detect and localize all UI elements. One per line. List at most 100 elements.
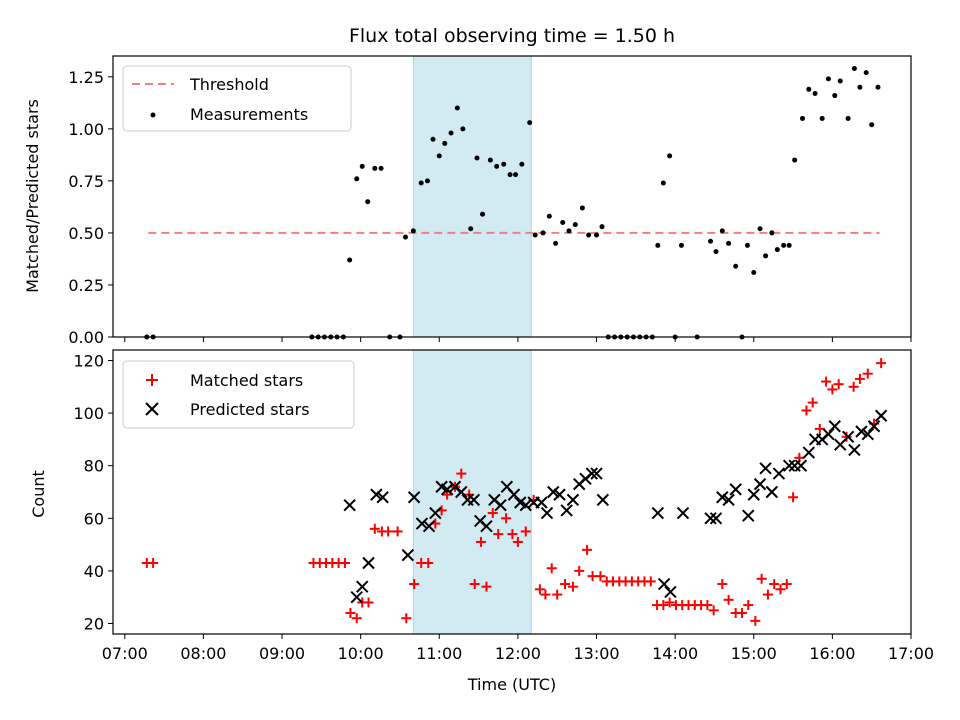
measurement-point: [875, 84, 881, 90]
predicted-star-point: [848, 443, 861, 457]
predicted-star-point: [407, 491, 421, 504]
observing-window-band: [412, 349, 532, 635]
measurement-point: [436, 153, 442, 159]
x-tick-label: 10:00: [338, 644, 384, 663]
ratio-marks: [144, 65, 881, 340]
measurement-point: [678, 242, 684, 248]
x-tick-label: 12:00: [495, 644, 541, 663]
matched-star-point: [807, 397, 818, 408]
measurement-point: [726, 240, 732, 246]
measurement-point: [527, 120, 533, 126]
matched-star-point: [862, 368, 873, 379]
matched-star-point: [392, 526, 403, 537]
measurement-point: [845, 115, 851, 121]
predicted-star-point: [709, 512, 723, 525]
predicted-star-point: [356, 580, 369, 593]
predicted-star-point: [676, 506, 690, 520]
matched-star-point: [534, 584, 545, 595]
ratio-y-axis-label: Matched/Predicted stars: [23, 99, 42, 293]
measurement-point: [763, 253, 769, 259]
predicted-star-point: [370, 488, 383, 501]
matched-star-point: [148, 558, 159, 568]
measurement-point: [579, 205, 585, 211]
matched-star-point: [750, 615, 761, 626]
measurement-point: [832, 93, 838, 99]
measurement-point: [410, 228, 416, 234]
x-tick-label: 08:00: [180, 644, 226, 663]
predicted-star-point: [553, 488, 566, 501]
measurement-point: [837, 78, 843, 84]
predicted-star-point: [535, 496, 548, 509]
predicted-star-point: [716, 491, 729, 504]
measurement-point: [781, 242, 787, 248]
x-tick-label: 14:00: [652, 644, 698, 663]
matched-star-point: [560, 579, 571, 590]
measurement-point: [372, 165, 378, 171]
measurement-point: [594, 232, 600, 238]
matched-star-point: [401, 613, 412, 624]
ratio-y-axis: 0.00 0.25 0.50 0.75 1.00 1.25: [68, 68, 113, 347]
measurement-point: [378, 165, 384, 171]
y-tick-label: 100: [73, 404, 104, 423]
measurement-point: [572, 222, 578, 228]
measurement-point: [460, 126, 466, 132]
y-tick-label: 0.50: [68, 224, 104, 243]
matched-star-point: [493, 529, 504, 540]
matched-star-point: [827, 384, 838, 395]
predicted-star-point: [560, 504, 573, 517]
matched-star-point: [854, 373, 865, 384]
predicted-legend-swatch: [145, 402, 159, 416]
measurement-point: [825, 76, 831, 82]
predicted-star-point: [494, 498, 507, 512]
measurement-point: [812, 90, 818, 96]
measurement-point: [713, 249, 719, 255]
matched-star-point: [821, 376, 832, 387]
predicted-star-point: [747, 488, 760, 501]
measurement-point: [800, 115, 806, 121]
matched-star-point: [456, 468, 467, 479]
predicted-star-point: [429, 506, 442, 520]
measurement-point: [719, 228, 725, 234]
predicted-star-point: [822, 427, 835, 441]
predicted-star-point: [657, 577, 671, 591]
predicted-star-point: [467, 493, 481, 507]
measurement-point: [586, 232, 592, 238]
predicted-star-point: [742, 509, 755, 522]
predicted-star-point: [874, 409, 888, 422]
matched-star-point: [501, 513, 512, 524]
measurement-point: [532, 232, 538, 238]
measurement-point: [553, 240, 559, 246]
matched-star-point: [788, 492, 799, 503]
y-tick-label: 1.00: [68, 120, 104, 139]
predicted-star-point: [729, 483, 742, 496]
predicted-star-point: [704, 512, 717, 525]
predicted-star-point: [753, 477, 767, 491]
measurement-point: [708, 238, 714, 244]
predicted-star-point: [362, 556, 375, 570]
measurement-point: [819, 115, 825, 121]
y-tick-label: 1.25: [68, 68, 104, 87]
y-tick-label: 120: [73, 352, 104, 371]
x-tick-label: 15:00: [731, 644, 777, 663]
predicted-star-point: [867, 420, 881, 433]
measurement-point: [560, 220, 566, 226]
measurement-point: [519, 161, 525, 167]
measurement-point: [806, 86, 812, 92]
matched-star-point: [481, 581, 492, 592]
predicted-star-point: [343, 498, 356, 512]
predicted-star-point: [540, 506, 554, 520]
observing-window-span: [412, 349, 532, 635]
measurement-point: [487, 157, 493, 163]
measurement-point: [540, 230, 546, 236]
matched-star-point: [507, 529, 518, 540]
matched-star-point: [540, 589, 551, 600]
measurement-point: [501, 161, 507, 167]
predicted-star-point: [802, 446, 816, 459]
matched-star-point: [567, 581, 578, 592]
measurement-point: [424, 178, 430, 184]
measurement-point: [402, 234, 408, 240]
count-legend-box: [122, 360, 355, 429]
matched-star-point: [702, 600, 713, 611]
predicted-star-point: [664, 585, 677, 599]
matched-star-point: [876, 358, 887, 369]
